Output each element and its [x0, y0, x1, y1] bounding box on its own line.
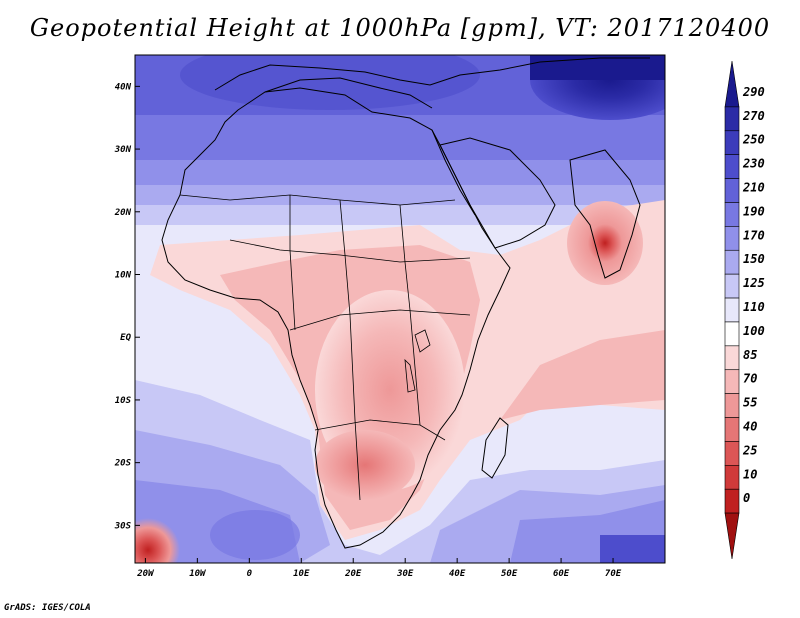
lat-tick-label: 30N	[114, 145, 132, 155]
geopotential-field	[135, 55, 665, 563]
lon-tick-label: 0	[247, 569, 253, 579]
colorbar-label: 110	[743, 300, 765, 314]
lake-tanganyika	[404, 358, 416, 393]
red-sea-west	[431, 129, 476, 216]
colorbar-swatch	[724, 178, 740, 203]
colorbar-label: 290	[742, 85, 765, 99]
coastlines	[161, 57, 650, 549]
latitude-axis: 40N 30N 20N 10N EQ 10S 20S 30S	[114, 82, 140, 531]
equatorial-border	[289, 309, 471, 331]
lat-tick-label: 10S	[115, 396, 132, 406]
colorbar-swatch	[724, 417, 740, 442]
arabian-peninsula	[439, 137, 556, 249]
colorbar-label: 250	[742, 133, 765, 147]
india	[569, 149, 641, 279]
colorbar-label: 170	[743, 228, 765, 242]
lat-tick-label: 20S	[114, 459, 132, 469]
lon-tick-label: 20W	[136, 569, 155, 579]
lat-tick-label: 10N	[115, 271, 132, 281]
colorbar-swatch	[724, 202, 740, 227]
west-border	[289, 195, 296, 331]
lat-tick-label: 40N	[115, 82, 132, 92]
colorbar-label: 0	[743, 491, 750, 505]
europe-coast	[214, 57, 650, 91]
colorbar-label: 150	[743, 252, 765, 266]
colorbar: 2902702502302101901701501251101008570554…	[724, 60, 765, 560]
colorbar-label: 55	[743, 396, 757, 410]
colorbar-swatch	[724, 465, 740, 490]
colorbar-label: 125	[743, 276, 765, 290]
central-border	[229, 239, 471, 263]
lon-tick-label: 10E	[293, 569, 310, 579]
lon-tick-label: 70E	[605, 569, 622, 579]
colorbar-label: 210	[742, 181, 765, 195]
colorbar-swatch	[724, 369, 740, 394]
colorbar-swatch	[724, 226, 740, 251]
colorbar-label: 100	[743, 324, 765, 338]
colorbar-swatch	[724, 441, 740, 466]
colorbar-swatch	[724, 154, 740, 179]
colorbar-swatch	[724, 249, 740, 275]
colorbar-label: 10	[743, 467, 757, 481]
lon-tick-label: 60E	[553, 569, 570, 579]
lon-tick-label: 10W	[189, 569, 207, 579]
colorbar-swatch	[724, 106, 740, 132]
colorbar-label: 270	[742, 109, 765, 123]
colorbar-swatch	[724, 393, 740, 418]
east-border	[399, 204, 421, 426]
colorbar-swatch	[724, 512, 740, 560]
lake-victoria	[414, 329, 431, 353]
colorbar-label: 40	[743, 419, 757, 433]
lon-tick-label: 50E	[501, 569, 518, 579]
colorbar-swatch	[724, 321, 740, 347]
colorbar-label: 190	[743, 204, 765, 218]
colorbar-swatch	[724, 297, 740, 323]
lat-tick-label: 30S	[114, 521, 132, 531]
madagascar	[481, 417, 509, 479]
southern-border	[314, 419, 446, 441]
sahel-border	[179, 194, 456, 206]
colorbar-swatch	[724, 60, 740, 108]
lon-tick-label: 30E	[396, 569, 414, 579]
longitude-axis: 20W 10W 0 10E 20E 30E 40E 50E 60E 70E	[136, 558, 622, 579]
colorbar-swatch	[724, 130, 740, 155]
lon-tick-label: 20E	[344, 569, 362, 579]
colorbar-label: 25	[742, 443, 757, 457]
meridional-border	[339, 199, 361, 501]
colorbar-label: 85	[743, 348, 757, 362]
colorbar-swatch	[724, 488, 740, 514]
lat-tick-label: EQ	[120, 333, 131, 343]
lat-tick-label: 20N	[114, 208, 132, 218]
map-title: Geopotential Height at 1000hPa [gpm], VT…	[29, 14, 771, 42]
colorbar-label: 230	[742, 157, 765, 171]
map-frame	[134, 54, 666, 564]
lon-tick-label: 40E	[449, 569, 466, 579]
mediterranean-line	[264, 77, 433, 109]
grads-credit: GrADS: IGES/COLA	[4, 603, 91, 613]
colorbar-swatch	[724, 345, 740, 371]
colorbar-label: 70	[743, 372, 757, 386]
colorbar-swatch	[724, 273, 740, 299]
